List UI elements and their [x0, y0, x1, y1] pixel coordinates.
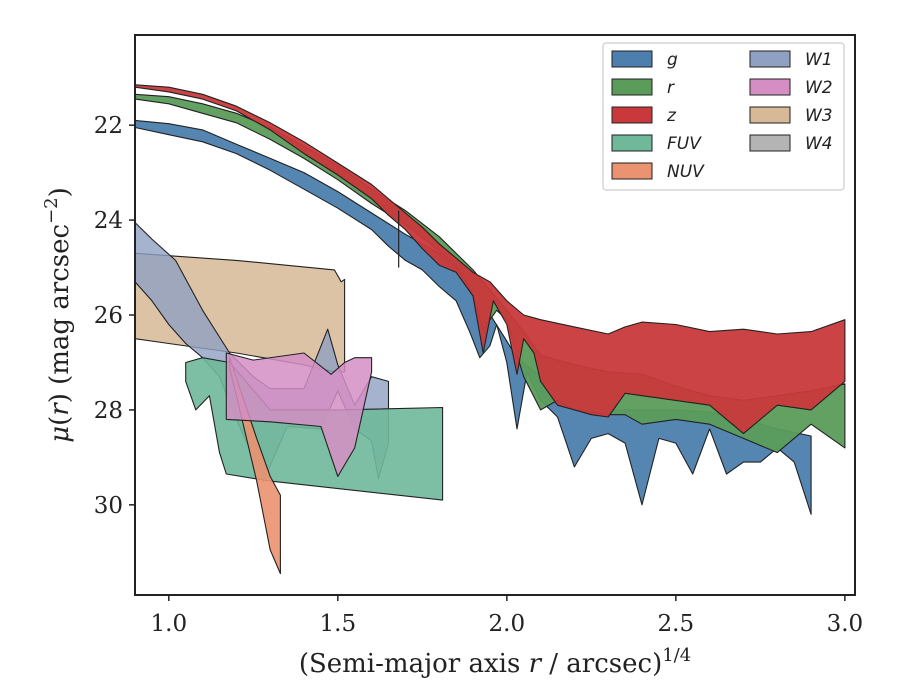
legend-swatch-fuv [611, 134, 653, 152]
x-tick-label: 3.0 [827, 611, 864, 637]
legend-label-w2: W2 [805, 78, 833, 98]
x-tick-label: 1.5 [320, 611, 357, 637]
legend-label-g: g [667, 50, 678, 70]
legend-label-nuv: NUV [667, 162, 705, 182]
profile-bands [135, 84, 846, 575]
legend-label-fuv: FUV [667, 134, 702, 154]
x-tick-label: 1.0 [151, 611, 188, 637]
legend-swatch-w2 [749, 78, 791, 96]
legend-swatch-z [611, 106, 653, 124]
x-tick-label: 2.0 [489, 611, 526, 637]
legend-label-r: r [667, 78, 675, 98]
band-w2 [225, 352, 373, 477]
y-axis-ticks: 22 24 26 28 30 [94, 113, 135, 519]
y-axis-label: μ(r) (mag arcsec−2) [41, 187, 75, 443]
legend-label-z: z [666, 106, 677, 126]
legend-label-w3: W3 [805, 106, 833, 126]
legend-swatch-r [611, 78, 653, 96]
band-z [135, 84, 846, 435]
y-tick-label: 28 [94, 398, 123, 424]
y-tick-label: 26 [94, 303, 123, 329]
y-tick-label: 30 [94, 493, 123, 519]
x-axis-ticks: 1.0 1.5 2.0 2.5 3.0 [151, 595, 864, 637]
legend-label-w4: W4 [805, 134, 833, 154]
legend-swatch-w3 [749, 106, 791, 124]
legend-swatch-w4 [749, 134, 791, 152]
legend-swatch-g [611, 50, 653, 68]
x-tick-label: 2.5 [658, 611, 695, 637]
legend-label-w1: W1 [805, 50, 833, 70]
legend: grz FUV NUV W1 W2 W3 W4 [602, 42, 845, 191]
y-tick-label: 24 [94, 208, 123, 234]
x-axis-label: (Semi-major axis r / arcsec)1/4 [299, 645, 691, 679]
legend-swatch-w1 [749, 50, 791, 68]
legend-swatch-nuv [611, 162, 653, 180]
y-tick-label: 22 [94, 113, 123, 139]
